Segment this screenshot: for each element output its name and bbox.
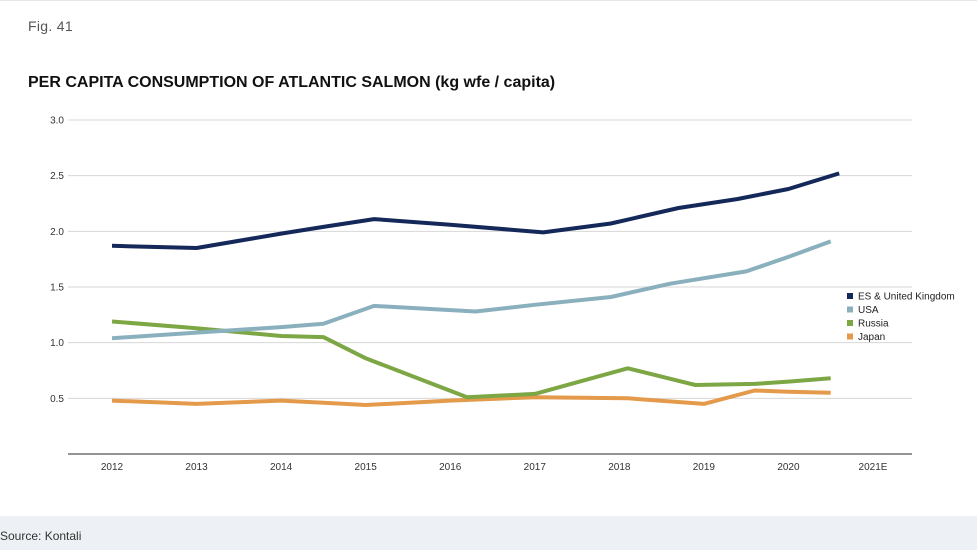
x-tick-label: 2018: [608, 462, 631, 473]
x-axis: 2012 2013 2014 2015 2016 2017 2018 2019 2020 2021…: [68, 453, 912, 473]
y-tick-label: 3.0: [50, 116, 64, 127]
series-line-usa: [111, 239, 832, 341]
x-tick-label: 2015: [355, 462, 378, 473]
top-divider: [0, 0, 977, 1]
series-line-es-united-kingdom: [111, 171, 840, 250]
legend: ES & United Kingdom USA Russia Japan: [847, 292, 955, 343]
legend-swatch: [847, 320, 853, 326]
footer-bar: [0, 516, 977, 550]
grid-lines: [68, 119, 912, 399]
figure-number: Fig. 41: [28, 18, 73, 34]
chart-title: PER CAPITA CONSUMPTION OF ATLANTIC SALMO…: [28, 74, 556, 91]
y-tick-label: 2.0: [50, 227, 64, 238]
series-lines: [111, 171, 840, 407]
y-axis: 3.0 2.5 2.0 1.5 1.0 0.5: [50, 116, 64, 405]
legend-swatch: [847, 293, 853, 299]
x-tick-label: 2020: [777, 462, 800, 473]
legend-label: USA: [858, 305, 879, 316]
series-line-russia: [111, 319, 831, 400]
y-tick-label: 1.5: [50, 283, 64, 294]
legend-label: Russia: [858, 319, 889, 330]
legend-label: Japan: [858, 332, 885, 343]
y-tick-label: 1.0: [50, 338, 64, 349]
source-note: Source: Kontali: [0, 529, 82, 543]
x-tick-label: 2014: [270, 462, 293, 473]
legend-label: ES & United Kingdom: [858, 292, 955, 303]
legend-swatch: [847, 306, 853, 313]
x-tick-label: 2012: [101, 462, 124, 473]
series-line-japan: [111, 388, 831, 407]
legend-swatch: [847, 333, 853, 340]
x-tick-label: 2019: [693, 462, 716, 473]
y-tick-label: 0.5: [50, 394, 64, 405]
y-tick-label: 2.5: [50, 171, 64, 182]
x-tick-label: 2013: [185, 462, 208, 473]
x-tick-label: 2017: [524, 462, 547, 473]
x-tick-label: 2021E: [859, 462, 888, 473]
line-chart: 3.02.52.01.51.00.5 2012 2013 2014 2015 2016 2…: [50, 116, 955, 474]
x-tick-label: 2016: [439, 462, 462, 473]
